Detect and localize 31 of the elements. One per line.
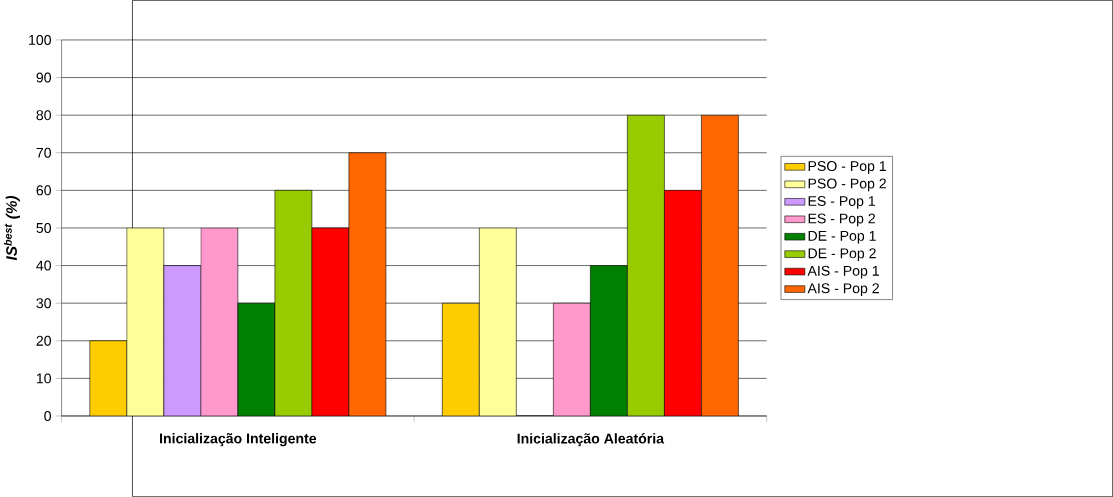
legend-label: AIS - Pop 2 (807, 283, 879, 297)
y-tick-label: 30 (36, 298, 52, 309)
bar (590, 265, 628, 416)
y-axis-title: IS$^{best}$ (%) (3, 195, 20, 261)
bar (627, 114, 665, 416)
y-tick-label: 80 (36, 110, 52, 121)
x-tick-label: Inicialização Inteligente (160, 433, 317, 447)
y-tick-label: 10 (36, 373, 52, 384)
y-tick-label: 100 (29, 34, 52, 45)
y-tick-label: 70 (36, 147, 52, 158)
bar (442, 302, 480, 416)
legend-label: DE - Pop 1 (808, 230, 876, 244)
legend-label: ES - Pop 2 (808, 213, 875, 227)
x-tick-label: Inicialização Aleatória (517, 433, 665, 447)
legend-label: ES - Pop 1 (808, 195, 875, 209)
legend-label: PSO - Pop 1 (808, 161, 886, 174)
y-tick-label: 90 (36, 72, 52, 83)
bar (163, 265, 202, 416)
legend-label: AIS - Pop 1 (807, 265, 879, 279)
bar (126, 227, 165, 416)
y-tick-label: 40 (36, 260, 52, 271)
bar (237, 302, 276, 416)
y-tick-label: 20 (36, 335, 52, 346)
bar (479, 227, 517, 416)
bar (89, 340, 128, 416)
bar (274, 190, 313, 416)
legend-label: DE - Pop 2 (808, 248, 876, 262)
y-tick-label: 60 (36, 185, 52, 196)
legend-label: PSO - Pop 2 (808, 178, 886, 192)
y-tick-label: 50 (36, 222, 52, 233)
y-tick-label: 0 (44, 410, 52, 421)
